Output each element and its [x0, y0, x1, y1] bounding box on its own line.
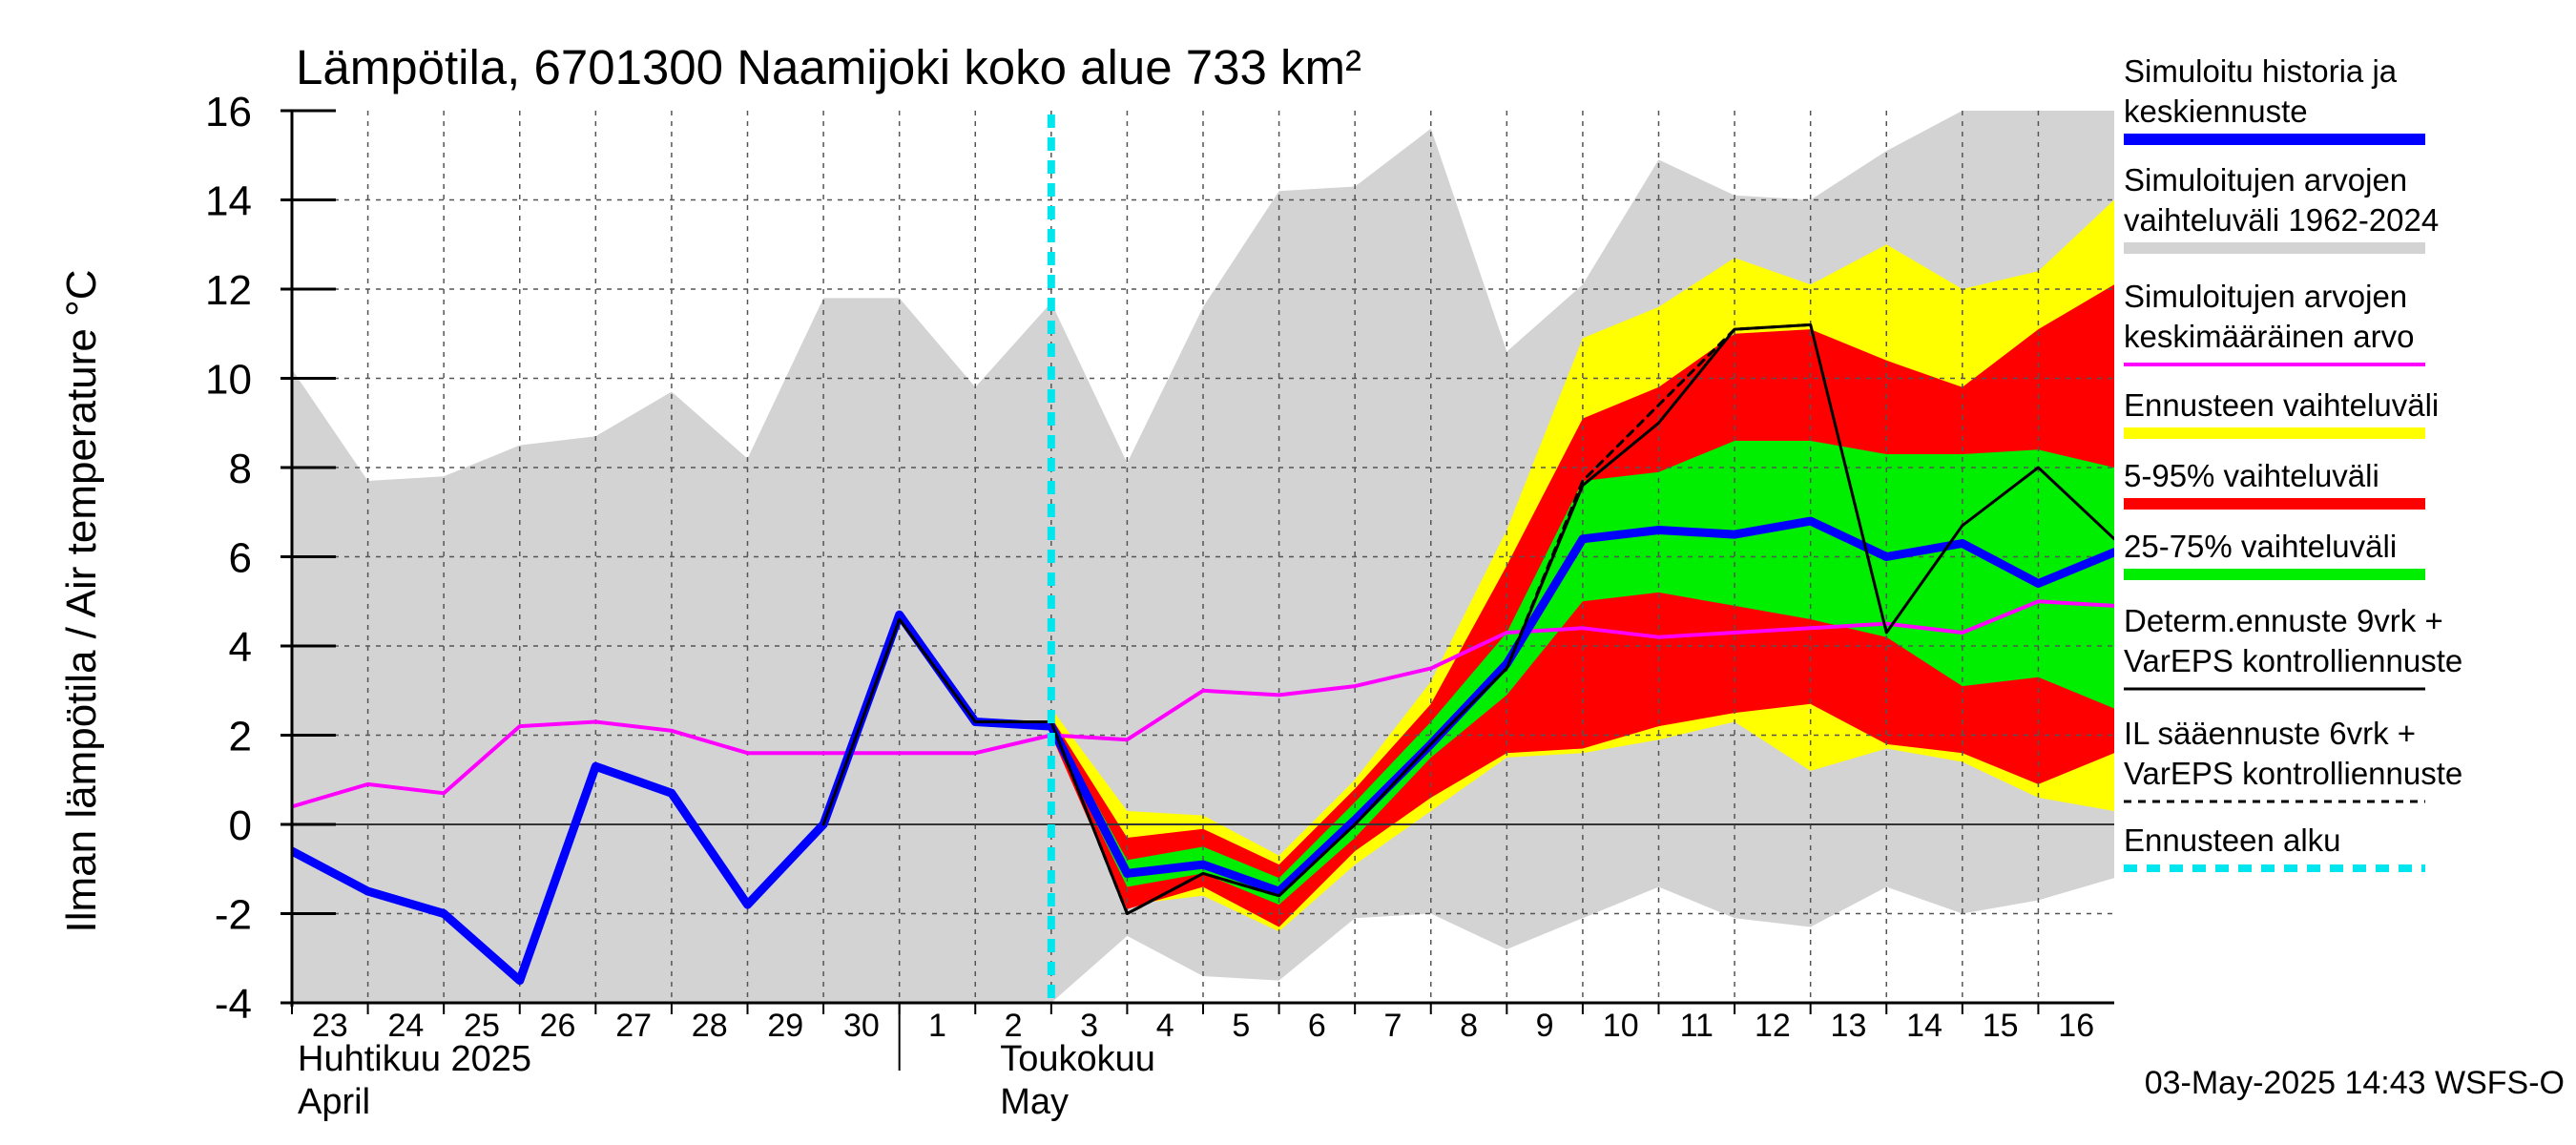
legend-label: Simuloitujen arvojen — [2124, 279, 2407, 314]
y-tick-label: 8 — [229, 446, 252, 492]
x-tick-label: 5 — [1232, 1008, 1250, 1044]
legend-label: VarEPS kontrolliennuste — [2124, 756, 2462, 791]
legend-label: 5-95% vaihteluväli — [2124, 458, 2379, 493]
x-tick-label: 26 — [540, 1008, 576, 1044]
x-tick-label: 24 — [387, 1008, 424, 1044]
x-tick-label: 15 — [1983, 1008, 2019, 1044]
y-tick-label: 2 — [229, 714, 252, 760]
timestamp: 03-May-2025 14:43 WSFS-O — [2145, 1065, 2565, 1101]
month-label-en: April — [298, 1082, 370, 1122]
x-tick-label: 9 — [1536, 1008, 1554, 1044]
legend-label: Simuloitujen arvojen — [2124, 162, 2407, 198]
legend-label: Ennusteen vaihteluväli — [2124, 387, 2439, 423]
y-tick-label: -2 — [215, 892, 252, 939]
x-tick-label: 7 — [1383, 1008, 1402, 1044]
x-tick-label: 3 — [1080, 1008, 1098, 1044]
x-tick-label: 12 — [1755, 1008, 1791, 1044]
x-tick-label: 28 — [692, 1008, 728, 1044]
x-tick-label: 4 — [1156, 1008, 1174, 1044]
x-tick-label: 27 — [615, 1008, 652, 1044]
legend-label: VarEPS kontrolliennuste — [2124, 643, 2462, 678]
y-tick-label: 12 — [205, 267, 252, 314]
x-tick-label: 30 — [843, 1008, 880, 1044]
legend: Simuloitu historia ja keskiennuste Simuloi… — [2124, 53, 2462, 872]
x-tick-label: 13 — [1831, 1008, 1867, 1044]
legend-label: Ennusteen alku — [2124, 822, 2341, 858]
y-tick-label: 0 — [229, 802, 252, 849]
y-tick-label: 6 — [229, 535, 252, 582]
y-tick-label: 10 — [205, 357, 252, 404]
legend-label: vaihteluväli 1962-2024 — [2124, 202, 2439, 238]
deterministic-forecast-line — [821, 323, 2114, 915]
x-tick-label: 11 — [1680, 1008, 1714, 1044]
legend-label: keskiennuste — [2124, 94, 2308, 129]
legend-label: Determ.ennuste 9vrk + — [2124, 603, 2443, 638]
y-tick-label: -4 — [215, 981, 252, 1028]
month-label-fi: Toukokuu — [1000, 1039, 1155, 1079]
x-tick-label: 16 — [2058, 1008, 2094, 1044]
month-label-fi: Huhtikuu 2025 — [298, 1039, 531, 1079]
legend-label: keskimääräinen arvo — [2124, 319, 2414, 354]
chart-title: Lämpötila, 6701300 Naamijoki koko alue 7… — [296, 40, 1361, 94]
x-tick-label: 25 — [464, 1008, 500, 1044]
y-tick-label: 14 — [205, 178, 252, 225]
x-tick-label: 23 — [312, 1008, 348, 1044]
x-tick-label: 6 — [1308, 1008, 1326, 1044]
y-axis-label: Ilman lämpötila / Air temperature °C — [58, 270, 105, 933]
y-tick-label: 4 — [229, 624, 252, 671]
simulated-forecast-line — [292, 516, 2114, 986]
x-tick-label: 10 — [1603, 1008, 1639, 1044]
historical-mean-line — [292, 599, 2114, 809]
legend-label: Simuloitu historia ja — [2124, 53, 2398, 89]
x-tick-label: 14 — [1906, 1008, 1942, 1044]
legend-label: IL sääennuste 6vrk + — [2124, 716, 2416, 751]
x-tick-label: 1 — [928, 1008, 946, 1044]
x-tick-label: 8 — [1460, 1008, 1478, 1044]
legend-label: 25-75% vaihteluväli — [2124, 529, 2397, 564]
x-tick-label: 29 — [767, 1008, 803, 1044]
month-label-en: May — [1000, 1082, 1069, 1122]
y-tick-label: 16 — [205, 89, 252, 135]
x-tick-label: 2 — [1005, 1008, 1023, 1044]
